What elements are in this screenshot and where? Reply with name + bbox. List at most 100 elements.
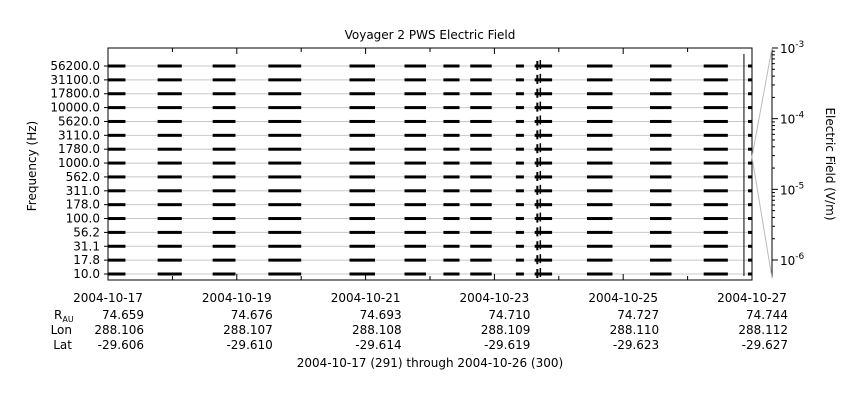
data-block	[212, 92, 236, 96]
data-block	[349, 244, 375, 248]
data-block	[108, 161, 126, 165]
data-block	[404, 161, 426, 165]
data-block	[268, 189, 302, 193]
data-block	[349, 147, 375, 151]
data-block	[404, 78, 426, 82]
data-block	[470, 106, 492, 110]
data-block	[534, 203, 553, 207]
data-block	[747, 133, 752, 137]
data-block	[586, 230, 613, 234]
data-block	[515, 203, 524, 207]
data-block	[747, 147, 752, 151]
data-block	[443, 272, 460, 276]
data-block	[443, 106, 460, 110]
ephemeris-row-label: Lat	[53, 338, 72, 352]
ephemeris-value: -29.623	[613, 338, 659, 352]
data-block	[108, 230, 126, 234]
data-block	[404, 258, 426, 262]
data-block	[515, 64, 524, 68]
data-block	[212, 161, 236, 165]
data-block	[586, 92, 613, 96]
ephemeris-value: 288.108	[352, 323, 402, 337]
data-block	[747, 64, 752, 68]
y-tick-label: 17800.0	[50, 87, 100, 101]
data-block	[470, 272, 492, 276]
data-block	[470, 119, 492, 123]
x-tick-label: 2004-10-25	[588, 291, 658, 305]
data-block	[108, 272, 126, 276]
data-block	[470, 189, 492, 193]
data-block	[157, 230, 182, 234]
data-block	[349, 92, 375, 96]
data-block	[443, 203, 460, 207]
data-block	[586, 64, 613, 68]
data-block	[349, 64, 375, 68]
y-tick-label: 10000.0	[50, 101, 100, 115]
data-block	[212, 258, 236, 262]
ephemeris-row-label: Lon	[51, 323, 72, 337]
data-block	[349, 217, 375, 221]
data-block	[443, 258, 460, 262]
ephemeris-value: -29.614	[355, 338, 401, 352]
data-block	[268, 244, 302, 248]
data-block	[157, 258, 182, 262]
data-block	[650, 244, 672, 248]
data-block	[404, 217, 426, 221]
y-tick-label: 1780.0	[58, 142, 100, 156]
data-block	[515, 147, 524, 151]
data-block	[212, 272, 236, 276]
data-block	[515, 133, 524, 137]
data-block	[157, 217, 182, 221]
ephemeris-value: 74.676	[231, 308, 273, 322]
data-block	[443, 147, 460, 151]
data-block	[586, 133, 613, 137]
data-block	[268, 217, 302, 221]
data-block	[443, 161, 460, 165]
data-block	[747, 217, 752, 221]
data-block	[534, 78, 553, 82]
ephemeris-value: 74.659	[102, 308, 144, 322]
data-block	[534, 119, 553, 123]
colorbar-label: Electric Field (V/m)	[823, 107, 837, 220]
data-block	[515, 119, 524, 123]
data-block	[349, 78, 375, 82]
data-block	[703, 203, 728, 207]
data-block	[515, 161, 524, 165]
data-block	[268, 203, 302, 207]
data-block	[534, 147, 553, 151]
data-block	[747, 203, 752, 207]
data-block	[108, 78, 126, 82]
data-block	[349, 230, 375, 234]
y-tick-label: 311.0	[66, 184, 100, 198]
data-block	[157, 147, 182, 151]
data-block	[108, 189, 126, 193]
data-block	[349, 119, 375, 123]
data-block	[650, 258, 672, 262]
data-block	[650, 133, 672, 137]
data-block	[470, 258, 492, 262]
data-block	[212, 244, 236, 248]
data-block	[268, 78, 302, 82]
ephemeris-value: 288.106	[94, 323, 144, 337]
chart-subtitle: 2004-10-17 (291) through 2004-10-26 (300…	[297, 356, 563, 370]
data-block	[268, 161, 302, 165]
data-block	[157, 189, 182, 193]
data-block	[349, 203, 375, 207]
data-block	[470, 133, 492, 137]
data-block	[470, 230, 492, 234]
data-block	[747, 78, 752, 82]
x-tick-label: 2004-10-19	[202, 291, 272, 305]
data-block	[515, 244, 524, 248]
data-block	[404, 92, 426, 96]
data-block	[212, 64, 236, 68]
data-block	[747, 161, 752, 165]
data-block	[703, 175, 728, 179]
data-block	[108, 175, 126, 179]
data-block	[404, 189, 426, 193]
y-tick-label: 178.0	[66, 198, 100, 212]
ephemeris-value: 74.744	[746, 308, 788, 322]
data-block	[349, 106, 375, 110]
data-block	[747, 189, 752, 193]
data-block	[108, 106, 126, 110]
data-block	[443, 217, 460, 221]
